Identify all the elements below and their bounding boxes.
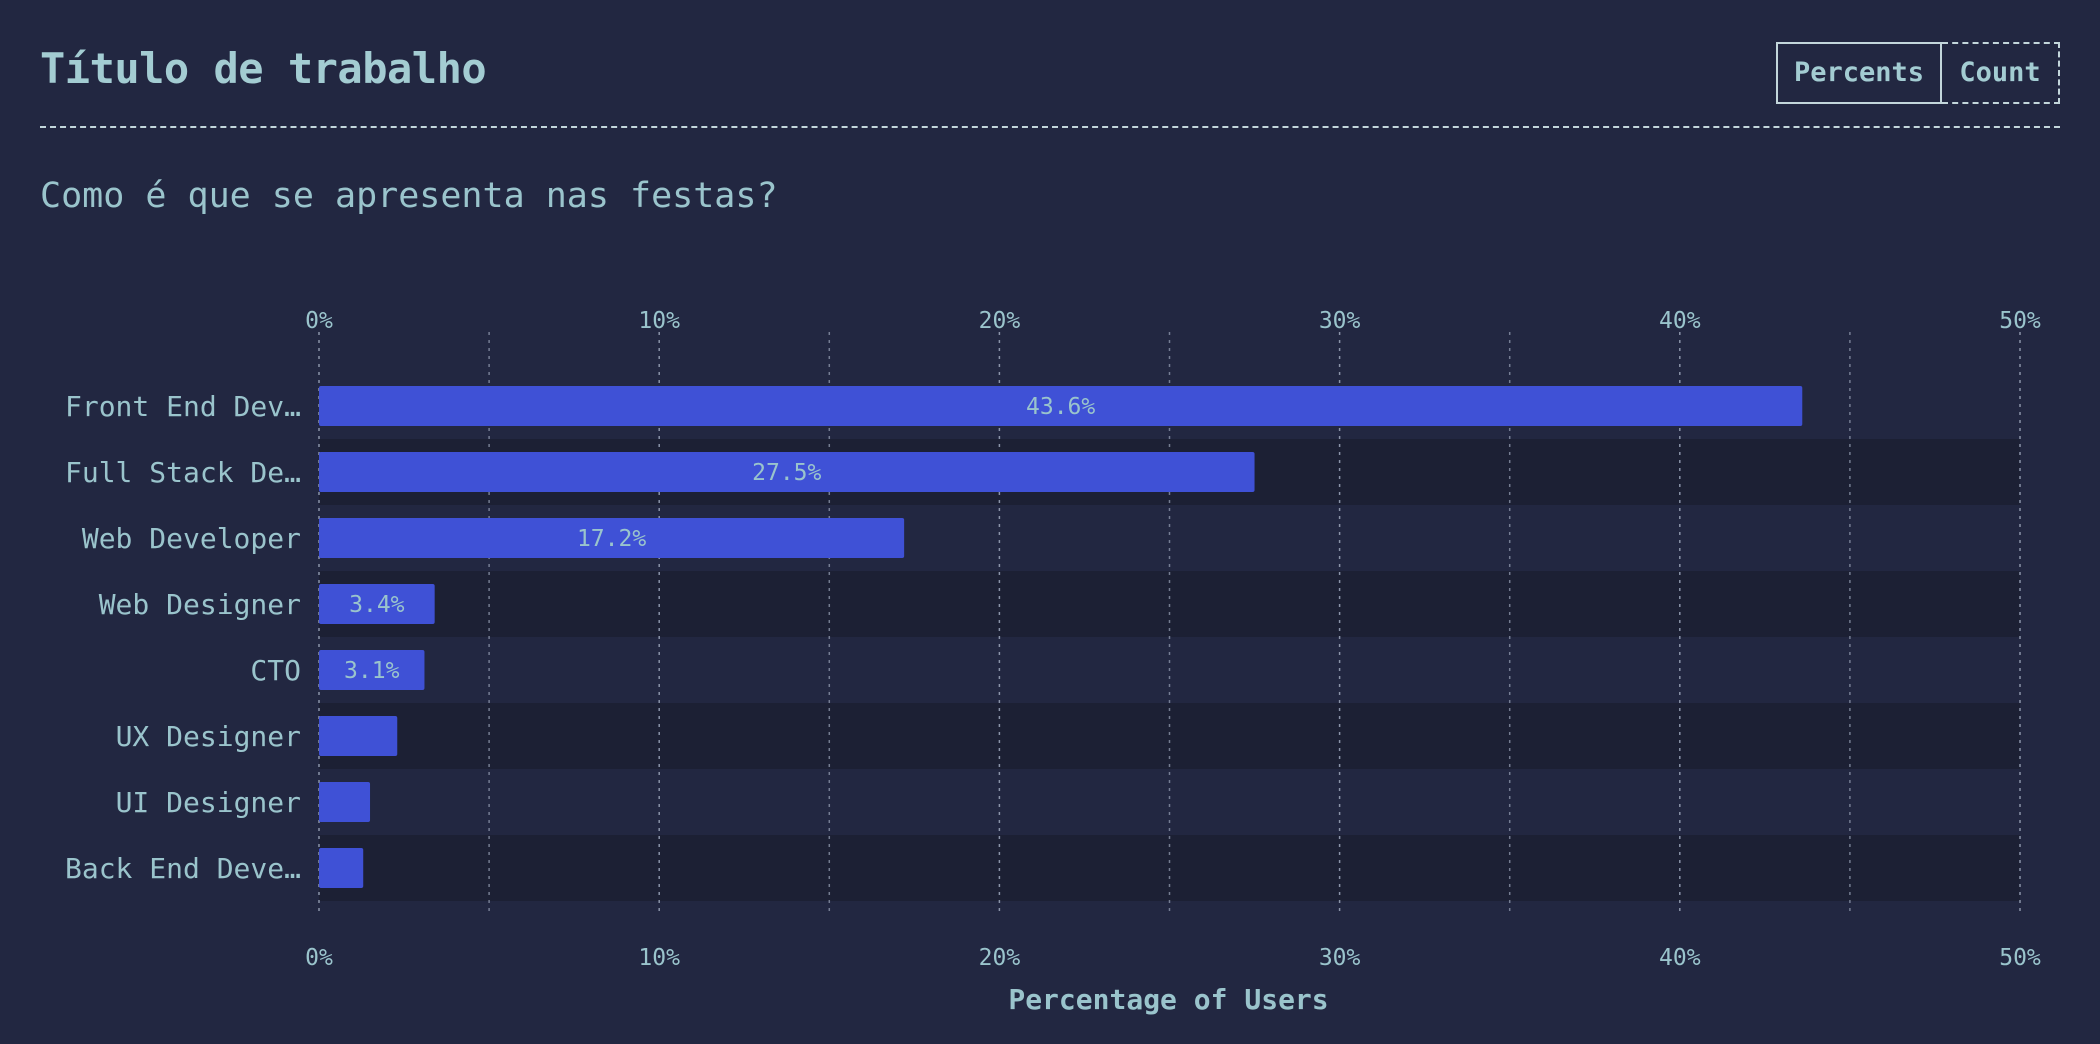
x-tick-label-bottom: 0% xyxy=(305,945,333,971)
bar xyxy=(319,848,364,888)
units-toggle: Percents Count xyxy=(1776,42,2060,104)
bar-value-label: 3.4% xyxy=(349,592,405,618)
category-label: Back End Deve… xyxy=(65,852,301,885)
bar xyxy=(319,386,1803,426)
bar xyxy=(319,782,371,822)
page-title: Título de trabalho xyxy=(40,44,487,93)
x-tick-label-top: 0% xyxy=(305,308,333,334)
bar-value-label: 27.5% xyxy=(752,460,821,486)
category-label: Front End Dev… xyxy=(65,390,301,423)
category-label: UX Designer xyxy=(116,720,301,753)
bar xyxy=(319,518,905,558)
x-tick-label-bottom: 30% xyxy=(1319,945,1361,971)
row-band xyxy=(319,703,2020,769)
percents-toggle-button[interactable]: Percents xyxy=(1776,42,1942,104)
page-header: Título de trabalho Percents Count xyxy=(40,0,2060,128)
x-tick-label-top: 40% xyxy=(1659,308,1701,334)
category-label: Full Stack De… xyxy=(65,456,301,489)
x-tick-label-bottom: 50% xyxy=(1999,945,2041,971)
bar-value-label: 17.2% xyxy=(577,526,646,552)
x-tick-label-top: 50% xyxy=(1999,308,2041,334)
x-tick-label-bottom: 20% xyxy=(979,945,1021,971)
bar-value-label: 3.1% xyxy=(344,658,400,684)
bar xyxy=(319,452,1255,492)
bar xyxy=(319,584,435,624)
category-label: CTO xyxy=(250,654,301,687)
category-label: Web Developer xyxy=(82,522,301,555)
bar-chart: 0% 0% 10% 10% 20% 20% 30% 30% 40% 40% 50% 50% Front … xyxy=(65,308,2041,1016)
x-axis-title: Percentage of Users xyxy=(1008,983,1328,1016)
x-tick-label-top: 20% xyxy=(979,308,1021,334)
bar xyxy=(319,716,398,756)
chart-question: Como é que se apresenta nas festas? xyxy=(40,176,778,216)
category-label: UI Designer xyxy=(116,786,301,819)
bar xyxy=(319,650,425,690)
bar-value-label: 43.6% xyxy=(1026,394,1095,420)
count-toggle-button[interactable]: Count xyxy=(1942,42,2060,104)
category-label: Web Designer xyxy=(99,588,301,621)
x-tick-label-top: 10% xyxy=(638,308,680,334)
x-tick-label-bottom: 10% xyxy=(638,945,680,971)
x-tick-label-top: 30% xyxy=(1319,308,1361,334)
x-tick-label-bottom: 40% xyxy=(1659,945,1701,971)
